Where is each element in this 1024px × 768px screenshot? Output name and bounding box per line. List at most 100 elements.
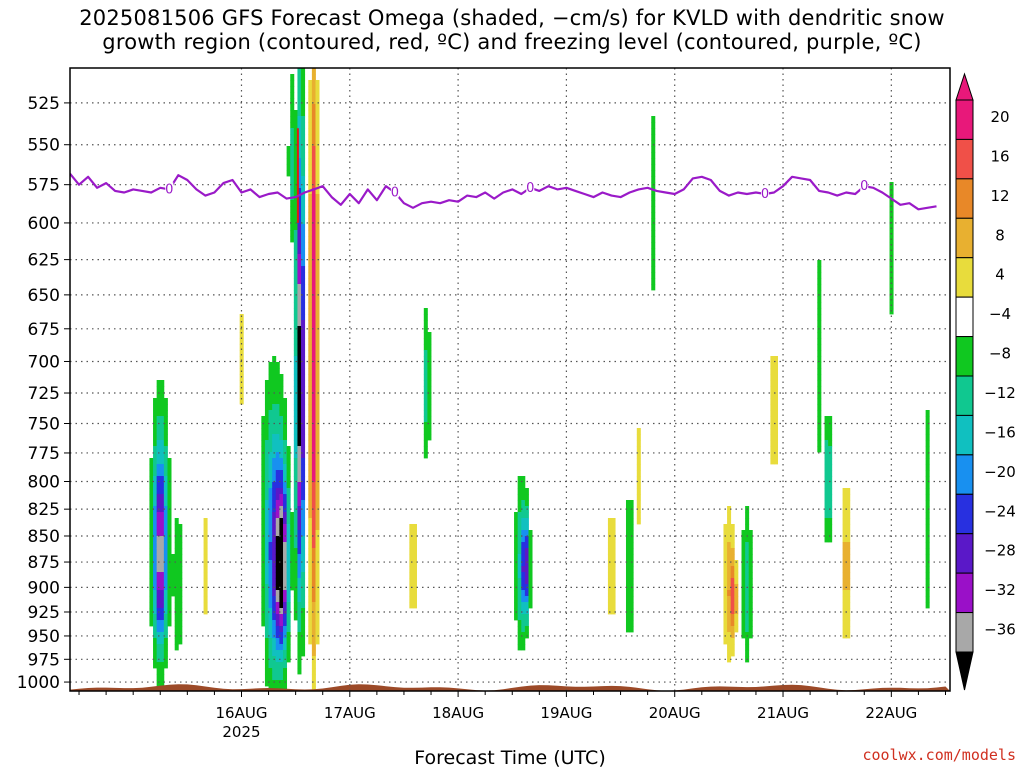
omega-cell xyxy=(315,236,320,243)
omega-cell xyxy=(167,566,172,573)
omega-cell xyxy=(611,566,616,573)
omega-cell xyxy=(770,374,775,381)
omega-cell xyxy=(203,554,208,561)
omega-cell xyxy=(651,260,656,267)
omega-cell xyxy=(301,584,306,591)
omega-cell xyxy=(308,308,313,315)
omega-cell xyxy=(163,620,168,627)
omega-cell xyxy=(297,74,302,81)
omega-cell xyxy=(297,536,302,543)
omega-cell xyxy=(311,86,316,93)
omega-cell xyxy=(290,164,295,171)
omega-cell xyxy=(156,560,161,567)
omega-cell xyxy=(925,524,930,531)
omega-cell xyxy=(611,596,616,603)
omega-cell xyxy=(293,458,298,465)
omega-cell xyxy=(167,608,172,615)
omega-cell xyxy=(293,596,298,603)
omega-cell xyxy=(297,308,302,315)
omega-cell xyxy=(283,626,288,633)
omega-cell xyxy=(308,206,313,213)
omega-cell xyxy=(741,548,746,555)
omega-cell xyxy=(723,536,728,543)
omega-cell xyxy=(178,626,183,633)
freezing-level-label: 0 xyxy=(860,179,868,194)
omega-cell xyxy=(412,548,417,555)
omega-cell xyxy=(293,590,298,597)
omega-cell xyxy=(423,404,428,411)
omega-cell xyxy=(846,554,851,561)
omega-cell xyxy=(261,530,266,537)
omega-cell xyxy=(160,536,165,543)
omega-cell xyxy=(301,356,306,363)
omega-cell xyxy=(283,620,288,627)
omega-cell xyxy=(308,524,313,531)
omega-cell xyxy=(817,278,822,285)
omega-cell xyxy=(268,614,273,621)
omega-cell xyxy=(311,98,316,105)
colorbar-high-arrow xyxy=(955,72,974,101)
omega-cell xyxy=(297,638,302,645)
omega-cell xyxy=(167,590,172,597)
omega-cell xyxy=(889,188,894,195)
omega-cell xyxy=(315,638,320,645)
omega-cell xyxy=(178,602,183,609)
omega-cell xyxy=(293,128,298,135)
omega-cell xyxy=(268,590,273,597)
omega-cell xyxy=(308,368,313,375)
omega-cell xyxy=(268,656,273,663)
omega-cell xyxy=(842,584,847,591)
omega-cell xyxy=(272,410,277,417)
omega-cell xyxy=(167,548,172,555)
omega-cell xyxy=(264,560,269,567)
omega-cell xyxy=(153,494,158,501)
omega-cell xyxy=(521,614,526,621)
omega-cell xyxy=(741,602,746,609)
omega-cell xyxy=(272,458,277,465)
omega-cell xyxy=(741,572,746,579)
omega-cell xyxy=(301,644,306,651)
omega-cell xyxy=(163,572,168,579)
omega-cell xyxy=(297,266,302,273)
omega-cell xyxy=(268,680,273,687)
omega-cell xyxy=(283,452,288,459)
omega-cell xyxy=(925,554,930,561)
omega-cell xyxy=(286,512,291,519)
omega-cell xyxy=(301,224,306,231)
omega-cell xyxy=(160,602,165,609)
omega-cell xyxy=(156,470,161,477)
omega-cell xyxy=(264,662,269,669)
omega-cell xyxy=(275,476,280,483)
omega-cell xyxy=(272,650,277,657)
omega-cell xyxy=(160,458,165,465)
omega-cell xyxy=(160,422,165,429)
omega-cell xyxy=(163,542,168,549)
omega-cell xyxy=(275,512,280,519)
omega-cell xyxy=(748,554,753,561)
omega-cell xyxy=(275,380,280,387)
omega-cell xyxy=(308,470,313,477)
omega-cell xyxy=(293,398,298,405)
omega-cell xyxy=(629,524,634,531)
omega-cell xyxy=(293,272,298,279)
omega-cell xyxy=(297,134,302,141)
omega-cell xyxy=(297,530,302,537)
omega-cell xyxy=(311,254,316,261)
omega-cell xyxy=(308,482,313,489)
omega-cell xyxy=(748,572,753,579)
x-tick-label: 20AUG xyxy=(649,704,701,722)
omega-cell xyxy=(163,464,168,471)
omega-cell xyxy=(611,608,616,615)
omega-cell xyxy=(315,632,320,639)
omega-cell xyxy=(745,632,750,639)
omega-cell xyxy=(160,506,165,513)
omega-cell xyxy=(301,476,306,483)
omega-cell xyxy=(308,224,313,231)
omega-cell xyxy=(178,638,183,645)
omega-cell xyxy=(925,452,930,459)
omega-cell xyxy=(651,230,656,237)
omega-cell xyxy=(311,308,316,315)
omega-cell xyxy=(521,572,526,579)
omega-cell xyxy=(730,590,735,597)
omega-cell xyxy=(311,572,316,579)
